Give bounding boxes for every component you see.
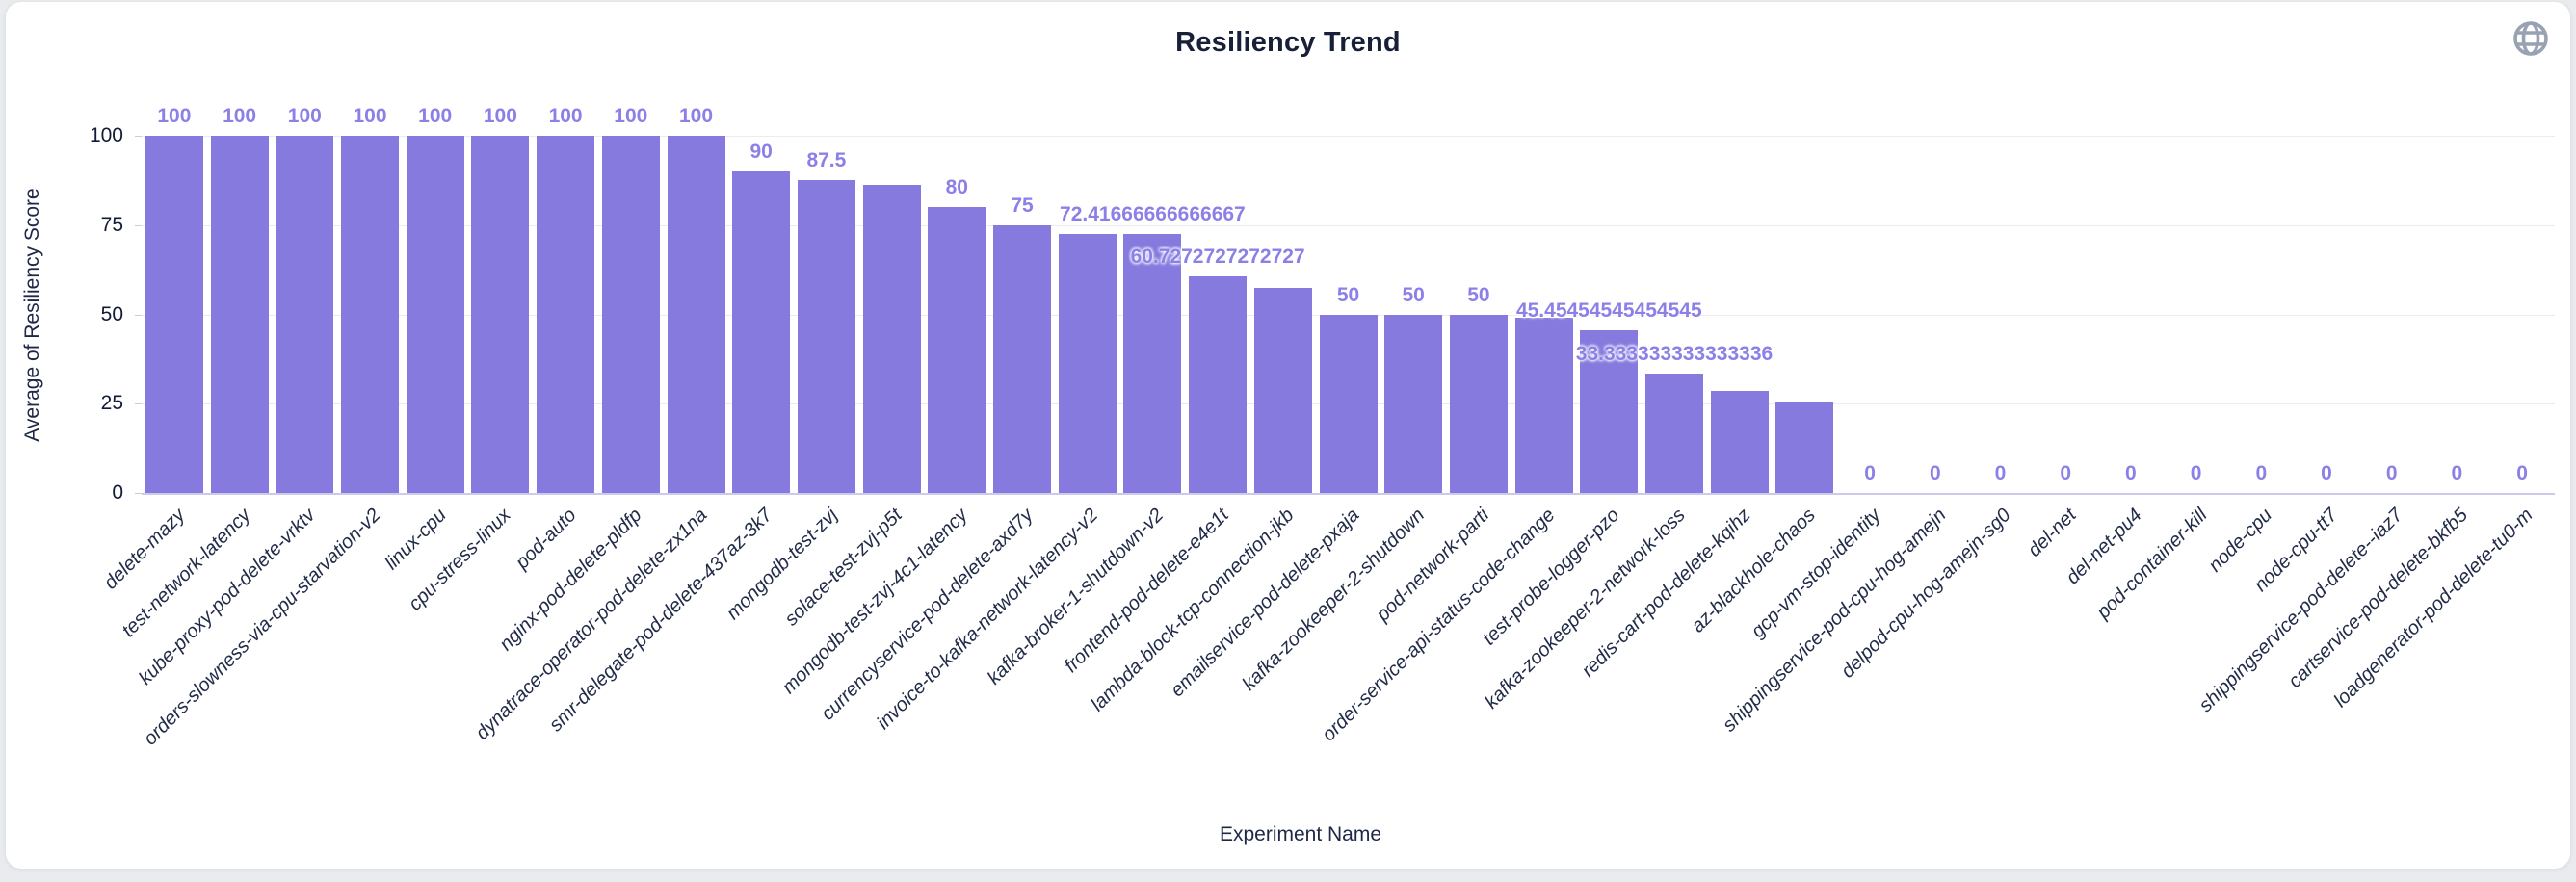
bar [537,136,595,493]
bar-value-label: 0 [1864,462,1876,484]
bar [210,136,269,493]
gridline [142,136,2555,137]
y-tick-mark [135,493,142,494]
x-category-label: solace-test-zvj-p5t [780,505,907,631]
y-tick-label: 0 [112,481,123,504]
bar-value-label: 100 [678,105,714,127]
bar-value-label: 80 [945,176,968,199]
y-tick-mark [135,136,142,137]
bar [797,180,855,493]
bar [1580,330,1639,493]
bar [471,136,530,493]
bar-value-label: 72.41666666666667 [1060,203,1246,226]
bar [993,224,1051,494]
bar-value-label: 87.5 [806,149,847,172]
bar [1123,234,1182,493]
x-axis-title: Experiment Name [1219,823,1382,845]
bar [1319,314,1378,493]
chart-title: Resiliency Trend [1175,27,1401,58]
bar-value-label: 0 [2060,462,2072,484]
bar-value-label: 50 [1336,283,1360,306]
bar-value-label: 50 [1402,283,1425,306]
bar-value-label: 100 [223,105,257,127]
y-tick-mark [135,314,142,316]
bar [1775,402,1834,493]
x-category-label: dynatrace-operator-pod-delete-zx1na [471,505,712,744]
globe-icon[interactable] [2510,17,2552,60]
bar [1189,275,1248,493]
bar [1514,318,1573,493]
bar-value-label: 50 [1467,283,1490,306]
x-category-label: order-service-api-status-code-change [1317,505,1560,746]
bar-value-label: 100 [483,105,517,127]
bar-value-label: 100 [353,105,387,127]
bar-value-label: 0 [2451,462,2463,484]
bar-value-label: 100 [614,105,648,127]
bar-value-label: 75 [1011,194,1034,217]
bar [1710,390,1769,493]
y-tick-label: 50 [100,302,123,325]
bar [276,136,334,493]
x-category-label: pod-network-parti [1372,505,1494,626]
y-tick-label: 100 [89,124,123,146]
bar-value-label: 45.45454545454545 [1515,299,1702,323]
bar-value-label: 0 [2190,462,2202,484]
bar [1253,288,1312,493]
bar-value-label: 0 [2516,462,2528,484]
bar-value-label: 0 [2321,462,2332,484]
bar [406,136,464,493]
x-category-label: az-blackhole-chaos [1687,505,1820,637]
x-category-label: pod-container-kill [2092,505,2212,623]
x-category-label: mongodb-test-zvj [722,505,842,625]
y-tick-label: 25 [100,392,123,415]
y-tick-label: 75 [100,213,123,236]
bar-value-label: 0 [2255,462,2268,484]
bar [667,136,725,493]
y-tick-mark [135,403,142,405]
bar-value-label: 60.7272727272727 [1130,245,1305,268]
bar [1384,314,1443,493]
bar-value-label: 100 [548,105,583,127]
bar-value-label: 100 [418,105,453,127]
bar-value-label: 100 [287,105,322,127]
bar-value-label: 90 [749,141,773,164]
x-category-label: del-net [2023,505,2081,561]
bar-value-label: 0 [1994,462,2007,484]
bar [1645,374,1703,493]
bar [1449,314,1508,493]
gridline [142,224,2555,226]
bar [862,184,921,493]
bar [601,136,660,493]
x-category-label: orders-slowness-via-cpu-starvation-v2 [140,505,385,750]
bar-value-label: 0 [1929,462,1941,484]
bar [145,136,203,493]
bar-value-label: 0 [2125,462,2137,484]
y-tick-mark [135,224,142,226]
bar-value-label: 33.333333333333336 [1575,343,1774,366]
bar [732,171,791,493]
bar [928,207,986,493]
x-axis-line [142,493,2555,495]
bar-value-label: 0 [2385,462,2398,484]
bar [1058,234,1117,493]
bar [341,136,399,493]
bar-value-label: 100 [157,105,192,127]
